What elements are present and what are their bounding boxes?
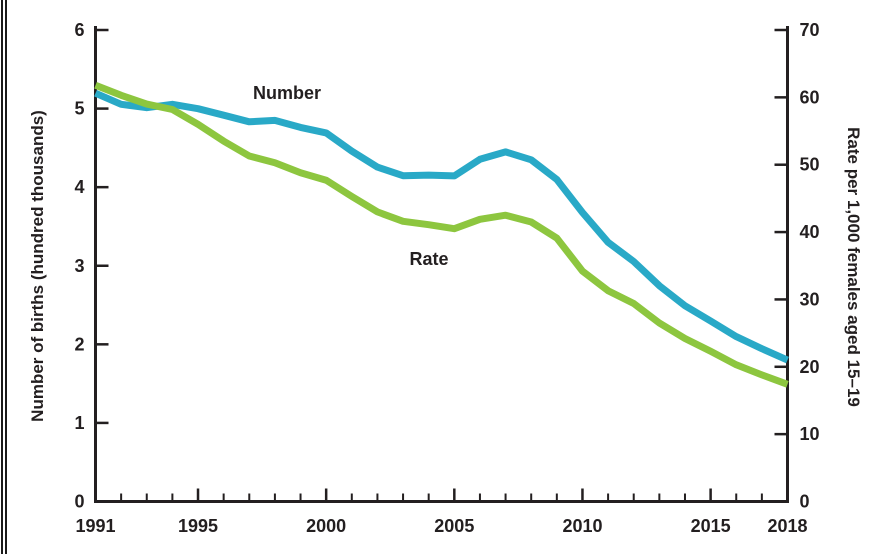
x-tick-label: 2015 <box>691 516 731 536</box>
x-tick-label: 2018 <box>767 516 807 536</box>
series-label-number: Number <box>252 83 321 103</box>
right-tick-label: 10 <box>800 424 820 444</box>
left-axis-title: Number of births (hundred thousands) <box>28 110 47 422</box>
x-tick-label: 2000 <box>306 516 346 536</box>
left-tick-label: 0 <box>74 492 84 512</box>
number-line <box>94 89 789 364</box>
page-left-border-outer-line <box>1 0 3 554</box>
x-tick-label: 2005 <box>434 516 474 536</box>
right-axis-ticks: 0 10 20 30 40 50 60 70 <box>774 20 820 512</box>
series-label-rate: Rate <box>409 249 449 269</box>
right-axis-title: Rate per 1,000 females aged 15–19 <box>844 127 863 407</box>
left-tick-label: 3 <box>74 256 84 276</box>
right-tick-label: 20 <box>800 357 820 377</box>
left-tick-label: 1 <box>74 413 84 433</box>
left-tick-label: 4 <box>74 177 84 197</box>
right-tick-label: 0 <box>800 492 810 512</box>
right-tick-label: 70 <box>800 20 820 40</box>
right-tick-label: 40 <box>800 222 820 242</box>
right-tick-label: 60 <box>800 87 820 107</box>
rate-line <box>94 81 789 388</box>
left-tick-label: 2 <box>74 334 84 354</box>
x-axis-ticks: 1991 1995 2000 2005 2010 2015 2018 <box>75 488 808 536</box>
left-axis-ticks: 0 1 2 3 4 5 6 <box>74 20 109 512</box>
left-tick-label: 5 <box>74 99 84 119</box>
left-tick-label: 6 <box>74 20 84 40</box>
x-tick-label: 1995 <box>178 516 218 536</box>
x-tick-label: 1991 <box>75 516 115 536</box>
right-tick-label: 30 <box>800 289 820 309</box>
right-tick-label: 50 <box>800 155 820 175</box>
page-left-border-inner-line <box>5 0 7 554</box>
x-tick-label: 2010 <box>562 516 602 536</box>
